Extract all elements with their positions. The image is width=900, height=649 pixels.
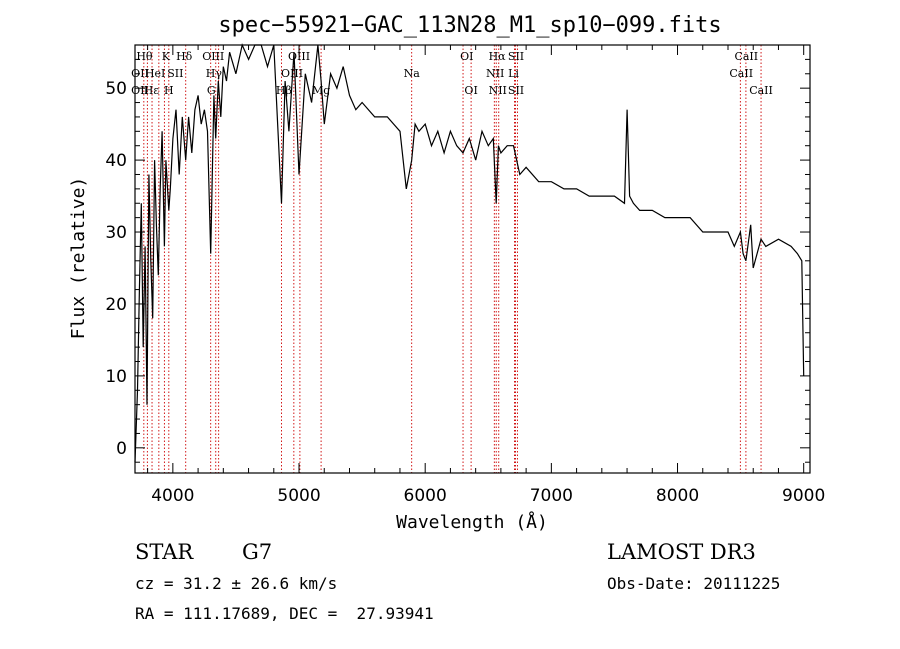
line-label: CaII: [749, 84, 773, 97]
x-tick-label: 8000: [656, 486, 699, 506]
line-label: Hα: [489, 50, 507, 63]
x-tick-label: 5000: [277, 486, 320, 506]
coordinates: RA = 111.17689, DEC = 27.93941: [135, 604, 434, 623]
line-label: NII: [486, 67, 504, 80]
line-label: OIII: [202, 50, 224, 63]
y-axis: 0 10 20 30 40 50: [105, 44, 810, 463]
line-label: G: [207, 84, 216, 97]
x-tick-label: 9000: [782, 486, 825, 506]
x-axis-label: Wavelength (Å): [396, 511, 548, 533]
line-label: Hε: [144, 84, 160, 97]
line-label: SII: [508, 84, 524, 97]
object-class: STAR: [135, 540, 194, 564]
line-label: OII: [131, 84, 149, 97]
x-tick-label: 4000: [151, 486, 194, 506]
line-label: NII: [489, 84, 507, 97]
x-tick-label: 7000: [530, 486, 573, 506]
line-label: SII: [508, 50, 524, 63]
y-tick-label: 20: [105, 295, 127, 315]
line-label: OI: [464, 84, 477, 97]
y-tick-label: 40: [105, 151, 127, 171]
y-tick-label: 30: [105, 223, 127, 243]
chart-title: spec−55921−GAC_113N28_M1_sp10−099.fits: [218, 13, 721, 38]
y-tick-label: 10: [105, 367, 127, 387]
y-tick-label: 50: [105, 79, 127, 99]
line-label: H: [164, 84, 174, 97]
line-label: Na: [404, 67, 421, 80]
obs-date: Obs-Date: 20111225: [607, 574, 781, 593]
subclass: G7: [242, 540, 273, 564]
line-label: Mg: [312, 84, 330, 97]
line-label: Hθ: [136, 50, 153, 63]
line-label: OI: [460, 50, 473, 63]
line-label: K: [162, 50, 171, 63]
line-label: OII: [131, 67, 149, 80]
line-label: Li: [508, 67, 519, 80]
line-label: HeI: [145, 67, 165, 80]
y-tick-label: 0: [116, 439, 127, 459]
spectrum-line: [134, 43, 805, 463]
plot-frame: [134, 44, 811, 474]
line-label: CaII: [729, 67, 753, 80]
emission-line-markers: [143, 45, 762, 473]
line-label: Hδ: [176, 50, 193, 63]
line-label: SII: [167, 67, 183, 80]
x-tick-label: 6000: [404, 486, 447, 506]
line-label: Hγ: [206, 67, 223, 80]
y-axis-label: Flux (relative): [68, 177, 89, 340]
survey-name: LAMOST DR3: [607, 540, 756, 564]
redshift: cz = 31.2 ± 26.6 km/s: [135, 574, 338, 593]
x-axis: 4000 5000 6000 7000 8000 9000: [147, 45, 825, 506]
line-label: CaII: [734, 50, 758, 63]
line-label: Hβ: [276, 84, 292, 97]
